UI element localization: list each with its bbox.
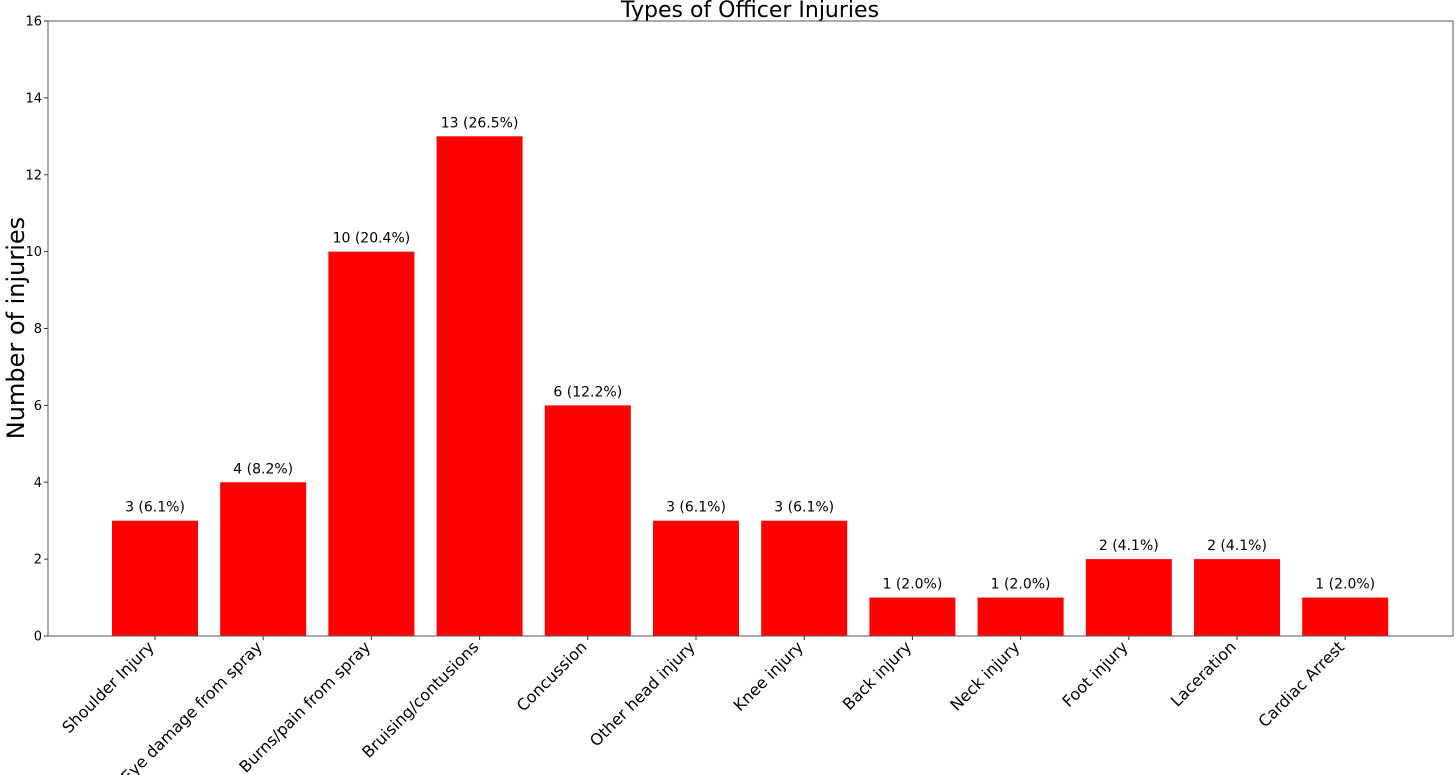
y-tick-label: 4	[34, 476, 42, 491]
bar	[653, 520, 739, 636]
plot-area	[47, 20, 1454, 637]
y-tick-label: 16	[25, 15, 42, 30]
bar	[436, 136, 523, 636]
bar-data-label: 2 (4.1%)	[1207, 538, 1267, 554]
x-tick-label: Shoulder Injury	[58, 637, 158, 737]
x-tick-label: Bruising/contusions	[358, 637, 482, 761]
bar	[1085, 559, 1172, 636]
x-tick-label: Concussion	[513, 637, 591, 715]
bar-data-label: 1 (2.0%)	[1315, 577, 1375, 593]
data-labels-group: 3 (6.1%) 4 (8.2%) 10 (20.4%) 13 (26.5%) 6 (1…	[125, 115, 1375, 592]
x-tick-label: Knee injury	[730, 637, 808, 715]
bar-data-label: 1 (2.0%)	[991, 577, 1051, 593]
y-tick-label: 2	[34, 553, 42, 568]
chart-title: Types of Officer Injuries	[620, 0, 879, 23]
x-tick-label: Neck injury	[946, 637, 1023, 714]
bar-data-label: 3 (6.1%)	[666, 500, 726, 516]
bar	[112, 520, 198, 636]
y-tick-label: 10	[25, 245, 42, 260]
y-axis: 0 2 4 6 8 10 12 14 16	[25, 15, 48, 645]
y-tick-label: 8	[34, 322, 42, 337]
bar-data-label: 2 (4.1%)	[1099, 538, 1159, 554]
bar	[1194, 559, 1280, 636]
bar-data-label: 13 (26.5%)	[441, 115, 519, 131]
bar-data-label: 1 (2.0%)	[882, 577, 942, 593]
x-tick-label: Other head injury	[586, 637, 699, 750]
bar-data-label: 6 (12.2%)	[553, 384, 622, 400]
x-tick-label: Cardiac Arrest	[1254, 637, 1348, 731]
y-tick-label: 12	[25, 168, 42, 183]
bar	[977, 597, 1064, 636]
bar	[869, 597, 956, 636]
y-tick-label: 14	[25, 91, 42, 106]
bar	[1302, 597, 1389, 636]
x-tick-label: Back injury	[839, 637, 915, 713]
bar-data-label: 4 (8.2%)	[233, 461, 293, 477]
x-tick-label: Foot injury	[1058, 637, 1131, 710]
bar-data-label: 10 (20.4%)	[333, 231, 411, 247]
bars-group	[112, 136, 1389, 636]
bar-data-label: 3 (6.1%)	[125, 500, 185, 516]
y-axis-label: Number of injuries	[2, 217, 30, 439]
y-tick-label: 6	[34, 399, 42, 414]
bar	[544, 405, 631, 636]
bar	[761, 520, 848, 636]
bar-data-label: 3 (6.1%)	[774, 500, 834, 516]
bar	[328, 251, 415, 636]
y-tick-label: 0	[34, 630, 42, 645]
x-tick-label: Laceration	[1167, 637, 1240, 710]
bar	[220, 482, 307, 636]
